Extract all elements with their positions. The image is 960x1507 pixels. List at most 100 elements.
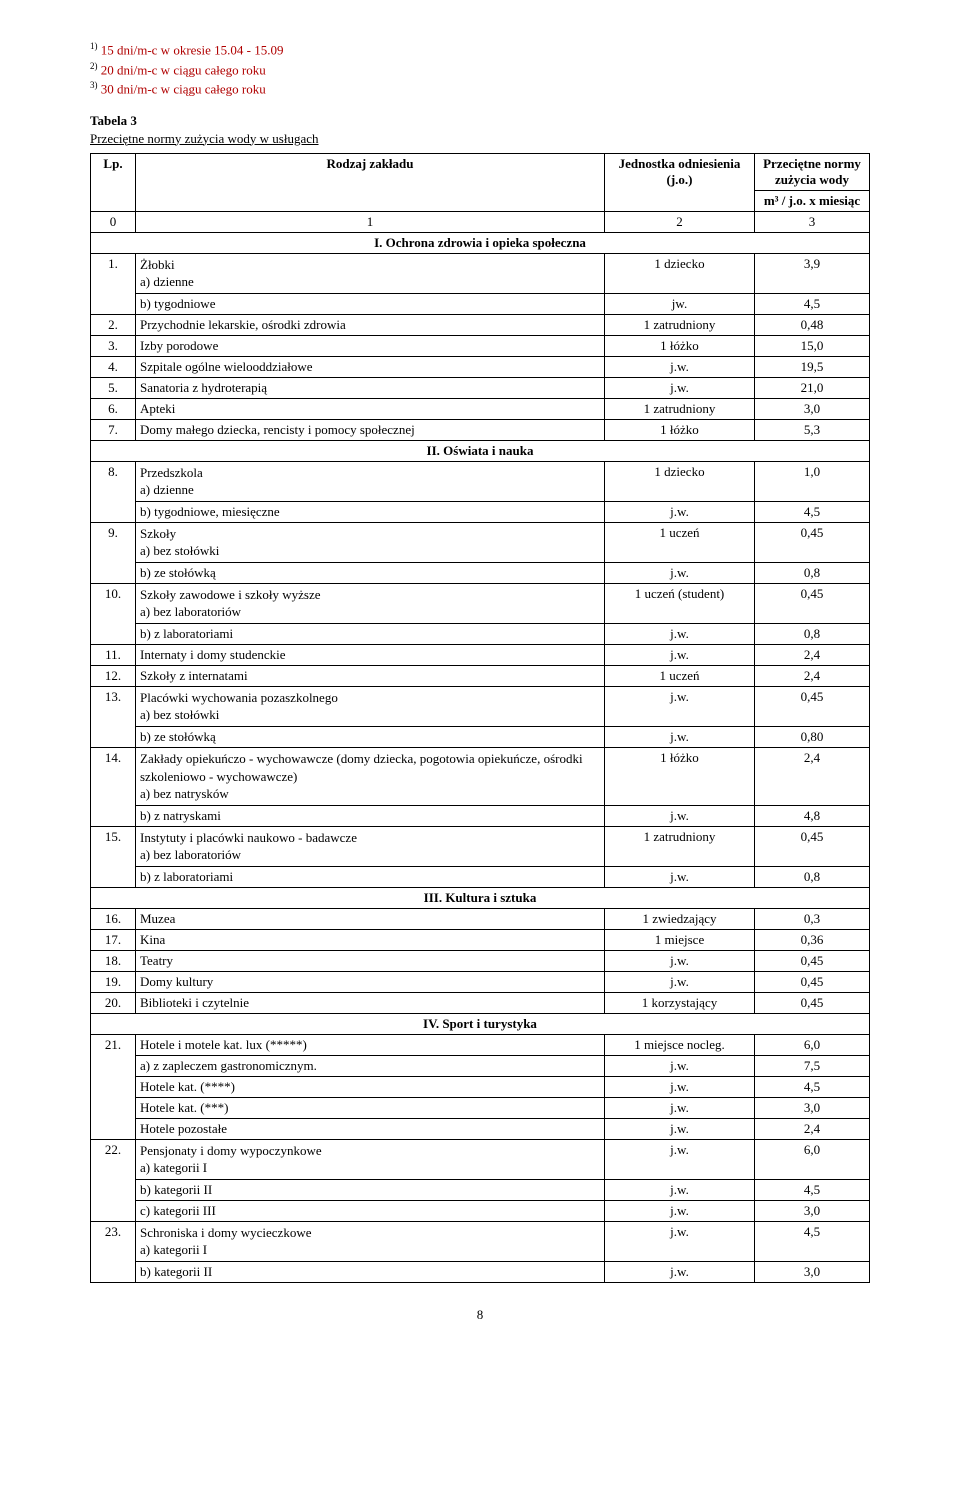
r13-lb: b) ze stołówką [136,727,605,748]
r6-l: Apteki [136,398,605,419]
r13-l0: Placówki wychowania pozaszkolnego [140,690,338,705]
r18-v: 0,45 [755,950,870,971]
r23-a-u: j.w. [605,1221,755,1261]
section-4: IV. Sport i turystyka [91,1013,870,1034]
r1-l0: Żłobki [140,257,175,272]
r23-lp: 23. [91,1221,136,1282]
r5-lp: 5. [91,377,136,398]
r11-v: 2,4 [755,644,870,665]
r22-b-l: b) kategorii II [136,1179,605,1200]
r14-ua: 1 łóżko [605,748,755,806]
r15-la: a) bez laboratoriów [140,847,241,862]
section-3: III. Kultura i sztuka [91,887,870,908]
r8-ub: j.w. [605,501,755,522]
colnum-0: 0 [91,211,136,232]
r18-u: j.w. [605,950,755,971]
r20-lp: 20. [91,992,136,1013]
r1-lb: b) tygodniowe [136,293,605,314]
footnotes: 1) 15 dni/m-c w okresie 15.04 - 15.09 2)… [90,40,870,99]
footnote-3: 3) 30 dni/m-c w ciągu całego roku [90,79,870,99]
r23-b-l: b) kategorii II [136,1261,605,1282]
r1-la: a) dzienne [140,274,194,289]
r23-l0: Schroniska i domy wycieczkowe [140,1225,311,1240]
footnote-2: 2) 20 dni/m-c w ciągu całego roku [90,60,870,80]
colnum-3: 3 [755,211,870,232]
r21-d-u: j.w. [605,1097,755,1118]
r12-v: 2,4 [755,665,870,686]
r21-a-u: 1 miejsce nocleg. [605,1034,755,1055]
colnum-2: 2 [605,211,755,232]
r13-va: 0,45 [755,686,870,726]
r22-c-l: c) kategorii III [136,1200,605,1221]
r22-a: Pensjonaty i domy wypoczynkowea) kategor… [136,1139,605,1179]
r15-vb: 0,8 [755,866,870,887]
r21-e-u: j.w. [605,1118,755,1139]
r23-b-v: 3,0 [755,1261,870,1282]
r1-ub: jw. [605,293,755,314]
r9-ub: j.w. [605,562,755,583]
r11-lp: 11. [91,644,136,665]
r21-a-l: Hotele i motele kat. lux (*****) [136,1034,605,1055]
r3-lp: 3. [91,335,136,356]
r8-va: 1,0 [755,461,870,501]
r22-c-v: 3,0 [755,1200,870,1221]
r15-ub: j.w. [605,866,755,887]
r19-v: 0,45 [755,971,870,992]
r12-u: 1 uczeń [605,665,755,686]
r13-la: a) bez stołówki [140,707,219,722]
r14-vb: 4,8 [755,805,870,826]
r4-u: j.w. [605,356,755,377]
r21-e-l: Hotele pozostałe [136,1118,605,1139]
head-m3: m³ / j.o. x miesiąc [755,190,870,211]
r22-c-u: j.w. [605,1200,755,1221]
r10-la: a) bez laboratoriów [140,604,241,619]
r15-ua: 1 zatrudniony [605,826,755,866]
r13-vb: 0,80 [755,727,870,748]
r22-lp: 22. [91,1139,136,1221]
r5-l: Sanatoria z hydroterapią [136,377,605,398]
r15-lp: 15. [91,826,136,887]
r6-v: 3,0 [755,398,870,419]
r10-va: 0,45 [755,583,870,623]
r1-ua: 1 dziecko [605,253,755,293]
r3-v: 15,0 [755,335,870,356]
r21-lp: 21. [91,1034,136,1139]
r21-c-u: j.w. [605,1076,755,1097]
footnote-3-sup: 3) [90,80,98,90]
r13-ub: j.w. [605,727,755,748]
r19-lp: 19. [91,971,136,992]
r20-l: Biblioteki i czytelnie [136,992,605,1013]
r9-va: 0,45 [755,522,870,562]
r8-la: a) dzienne [140,482,194,497]
r8-lp: 8. [91,461,136,522]
r22-a-u: j.w. [605,1139,755,1179]
head-lp: Lp. [91,153,136,211]
r8-l0: Przedszkola [140,465,203,480]
r15-l0: Instytuty i placówki naukowo - badawcze [140,830,357,845]
r14-la: a) bez natrysków [140,786,229,801]
footnote-2-text: 20 dni/m-c w ciągu całego roku [101,62,266,77]
r10-ua: 1 uczeń (student) [605,583,755,623]
r21-d-l: Hotele kat. (***) [136,1097,605,1118]
r2-u: 1 zatrudniony [605,314,755,335]
r12-lp: 12. [91,665,136,686]
r2-lp: 2. [91,314,136,335]
r14-a: Zakłady opiekuńczo - wychowawcze (domy d… [136,748,605,806]
r3-l: Izby porodowe [136,335,605,356]
footnote-1-text: 15 dni/m-c w okresie 15.04 - 15.09 [101,42,284,57]
head-normy: Przeciętne normy zużycia wody [755,153,870,190]
footnote-3-text: 30 dni/m-c w ciągu całego roku [101,81,266,96]
r1-va: 3,9 [755,253,870,293]
r14-va: 2,4 [755,748,870,806]
r8-vb: 4,5 [755,501,870,522]
r23-a-v: 4,5 [755,1221,870,1261]
footnote-2-sup: 2) [90,61,98,71]
r22-b-v: 4,5 [755,1179,870,1200]
r18-l: Teatry [136,950,605,971]
r7-u: 1 łóżko [605,419,755,440]
r21-e-v: 2,4 [755,1118,870,1139]
r21-b-v: 7,5 [755,1055,870,1076]
r10-ub: j.w. [605,623,755,644]
r7-lp: 7. [91,419,136,440]
r21-c-l: Hotele kat. (****) [136,1076,605,1097]
